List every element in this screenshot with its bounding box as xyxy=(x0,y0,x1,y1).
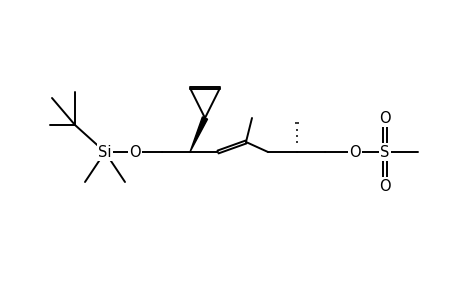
Text: S: S xyxy=(380,145,389,160)
Text: O: O xyxy=(348,145,360,160)
Text: O: O xyxy=(378,110,390,125)
Text: Si: Si xyxy=(98,145,112,160)
Polygon shape xyxy=(190,117,207,152)
Text: O: O xyxy=(378,178,390,194)
Text: O: O xyxy=(129,145,140,160)
